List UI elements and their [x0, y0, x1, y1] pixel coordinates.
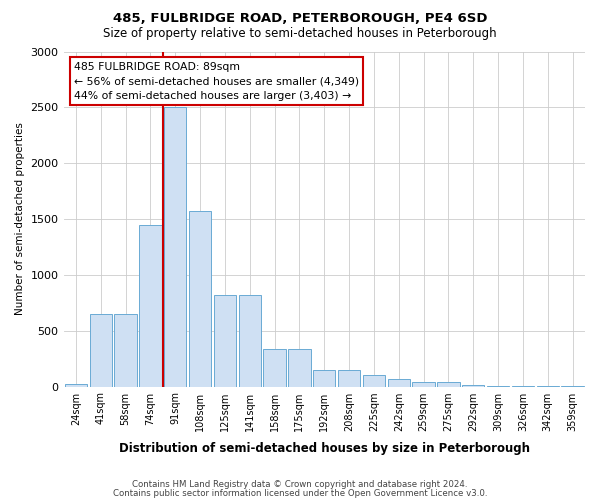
Bar: [313, 370, 335, 386]
Bar: [65, 384, 87, 386]
Bar: [363, 376, 385, 386]
Text: Size of property relative to semi-detached houses in Peterborough: Size of property relative to semi-detach…: [103, 28, 497, 40]
Bar: [164, 108, 187, 386]
Text: 485 FULBRIDGE ROAD: 89sqm
← 56% of semi-detached houses are smaller (4,349)
44% : 485 FULBRIDGE ROAD: 89sqm ← 56% of semi-…: [74, 62, 359, 101]
Bar: [214, 295, 236, 386]
Text: 485, FULBRIDGE ROAD, PETERBOROUGH, PE4 6SD: 485, FULBRIDGE ROAD, PETERBOROUGH, PE4 6…: [113, 12, 487, 26]
Bar: [89, 314, 112, 386]
Bar: [462, 385, 484, 386]
Bar: [288, 348, 311, 387]
X-axis label: Distribution of semi-detached houses by size in Peterborough: Distribution of semi-detached houses by …: [119, 442, 530, 455]
Text: Contains public sector information licensed under the Open Government Licence v3: Contains public sector information licen…: [113, 488, 487, 498]
Bar: [189, 211, 211, 386]
Bar: [412, 382, 435, 386]
Bar: [115, 314, 137, 386]
Bar: [239, 295, 261, 386]
Bar: [338, 370, 360, 386]
Bar: [263, 348, 286, 387]
Text: Contains HM Land Registry data © Crown copyright and database right 2024.: Contains HM Land Registry data © Crown c…: [132, 480, 468, 489]
Bar: [139, 224, 161, 386]
Bar: [437, 382, 460, 386]
Y-axis label: Number of semi-detached properties: Number of semi-detached properties: [15, 122, 25, 316]
Bar: [388, 380, 410, 386]
